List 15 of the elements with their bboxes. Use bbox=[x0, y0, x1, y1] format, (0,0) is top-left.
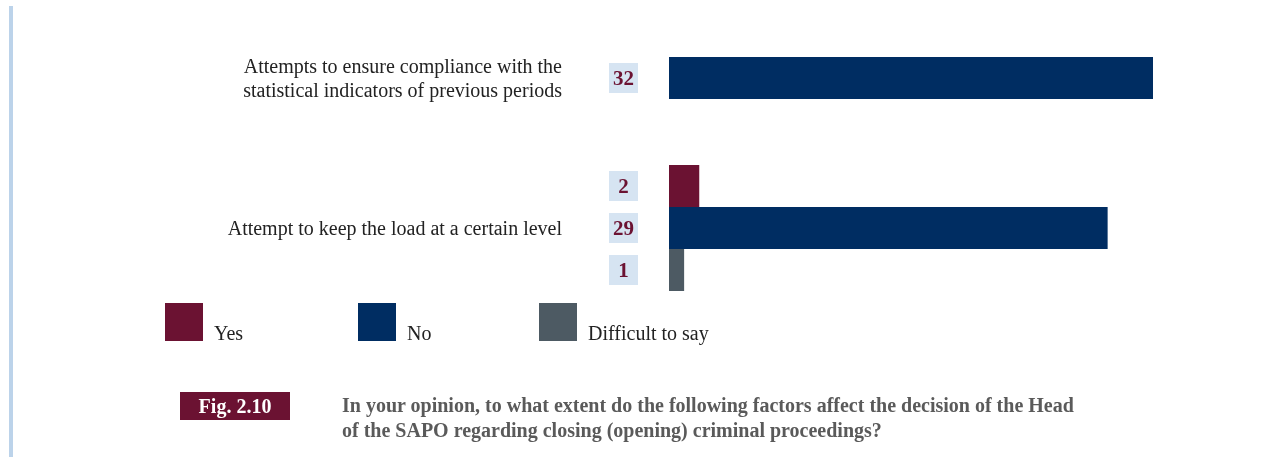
legend-label: Yes bbox=[214, 322, 244, 344]
y-tick-label: Attempts to ensure compliance with the statistical indicators of previous periods bbox=[243, 55, 563, 102]
bar bbox=[669, 207, 1108, 249]
data-label: 1 bbox=[618, 258, 629, 282]
caption: Fig. 2.10 bbox=[198, 395, 272, 418]
y-tick-label: Attempt to keep the load at a certain level bbox=[227, 217, 563, 240]
data-label: 32 bbox=[613, 66, 634, 90]
data-label: 29 bbox=[613, 216, 634, 240]
legend-label: Difficult to say bbox=[588, 322, 709, 345]
text: In your opinion, to what extent do the following factors affect the decision of the Head of the SAPO regarding closing (opening) criminal proceedings? bbox=[342, 394, 1074, 442]
data-label: 2 bbox=[618, 174, 629, 198]
legend-label: No bbox=[407, 322, 432, 344]
bar bbox=[669, 249, 685, 291]
bar bbox=[669, 165, 700, 207]
bar bbox=[669, 57, 1153, 99]
